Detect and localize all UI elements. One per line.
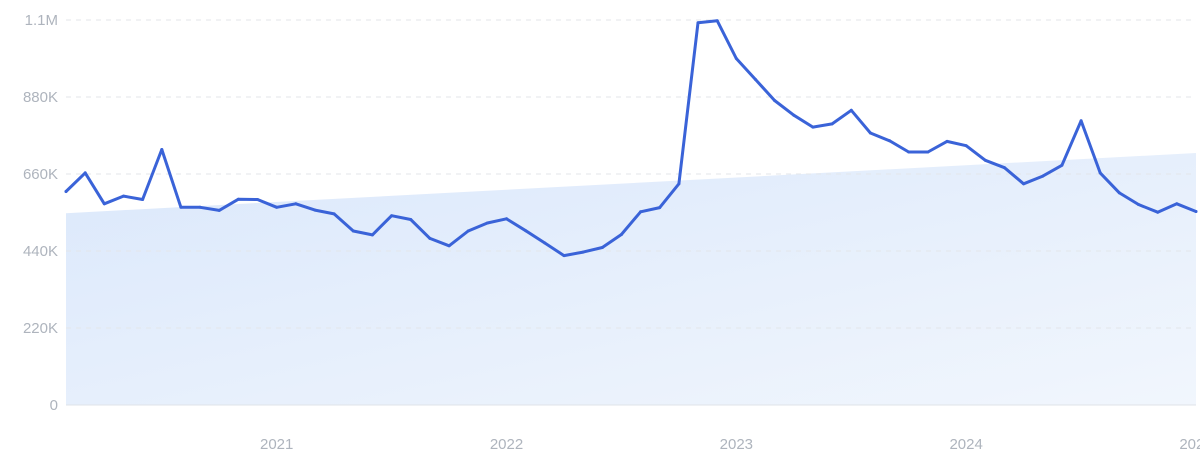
data-point bbox=[217, 208, 221, 212]
x-tick-label: 2022 bbox=[490, 436, 523, 453]
data-point bbox=[696, 21, 700, 25]
data-point bbox=[926, 150, 930, 154]
data-point bbox=[275, 205, 279, 209]
data-point bbox=[811, 125, 815, 129]
data-point bbox=[907, 150, 911, 154]
data-point bbox=[141, 198, 145, 201]
data-point bbox=[447, 244, 451, 248]
data-point bbox=[754, 78, 757, 81]
data-point bbox=[639, 210, 643, 214]
data-point bbox=[428, 236, 432, 240]
data-point bbox=[888, 139, 892, 143]
data-point bbox=[505, 217, 508, 221]
data-point bbox=[1194, 210, 1198, 213]
data-point bbox=[868, 131, 872, 135]
data-point bbox=[562, 254, 566, 258]
data-point bbox=[1098, 171, 1102, 175]
data-point bbox=[983, 158, 987, 162]
data-point bbox=[122, 194, 125, 198]
data-point bbox=[160, 148, 164, 151]
y-tick-label: 0 bbox=[50, 397, 58, 414]
data-point bbox=[485, 221, 489, 225]
y-tick-label: 220K bbox=[23, 320, 58, 337]
data-point bbox=[102, 202, 106, 206]
y-tick-label: 660K bbox=[23, 166, 58, 183]
data-point bbox=[1156, 210, 1160, 214]
data-point bbox=[256, 198, 259, 201]
data-point bbox=[1022, 182, 1026, 186]
data-point bbox=[1137, 203, 1140, 206]
data-point bbox=[1079, 119, 1083, 123]
data-point bbox=[600, 246, 604, 249]
data-point bbox=[830, 122, 834, 126]
data-point bbox=[773, 99, 777, 102]
data-point bbox=[370, 233, 374, 237]
data-point bbox=[964, 144, 968, 148]
data-point bbox=[715, 19, 719, 23]
data-point bbox=[179, 205, 183, 209]
data-point bbox=[294, 202, 298, 206]
data-point bbox=[524, 229, 528, 233]
data-point bbox=[619, 233, 623, 236]
data-point bbox=[466, 229, 470, 233]
data-point bbox=[390, 214, 394, 218]
data-point bbox=[677, 182, 681, 186]
data-point bbox=[581, 250, 585, 254]
data-point bbox=[313, 208, 317, 212]
data-point bbox=[734, 57, 738, 60]
x-tick-label: 2024 bbox=[949, 436, 982, 453]
data-point bbox=[1060, 163, 1064, 167]
data-point bbox=[351, 229, 355, 233]
series-line bbox=[64, 19, 1198, 258]
data-point bbox=[1041, 174, 1045, 178]
data-point bbox=[849, 108, 853, 112]
x-tick-label: 2025 bbox=[1179, 436, 1200, 453]
x-tick-label: 2023 bbox=[720, 436, 753, 453]
data-point bbox=[543, 241, 547, 245]
data-point bbox=[1175, 202, 1179, 206]
y-tick-label: 440K bbox=[23, 243, 58, 260]
trend-area bbox=[66, 153, 1196, 405]
data-point bbox=[64, 190, 68, 193]
data-point bbox=[332, 212, 336, 216]
x-tick-label: 2021 bbox=[260, 436, 293, 453]
data-point bbox=[658, 206, 662, 210]
data-point bbox=[792, 113, 796, 117]
data-point bbox=[198, 205, 202, 209]
data-point bbox=[83, 171, 87, 175]
data-point bbox=[236, 197, 240, 201]
data-point bbox=[1003, 166, 1006, 170]
series-points bbox=[64, 19, 1198, 258]
data-point bbox=[945, 139, 949, 143]
y-tick-label: 1.1M bbox=[25, 12, 58, 29]
data-point bbox=[1117, 191, 1121, 195]
y-tick-label: 880K bbox=[23, 89, 58, 106]
data-point bbox=[409, 218, 413, 221]
